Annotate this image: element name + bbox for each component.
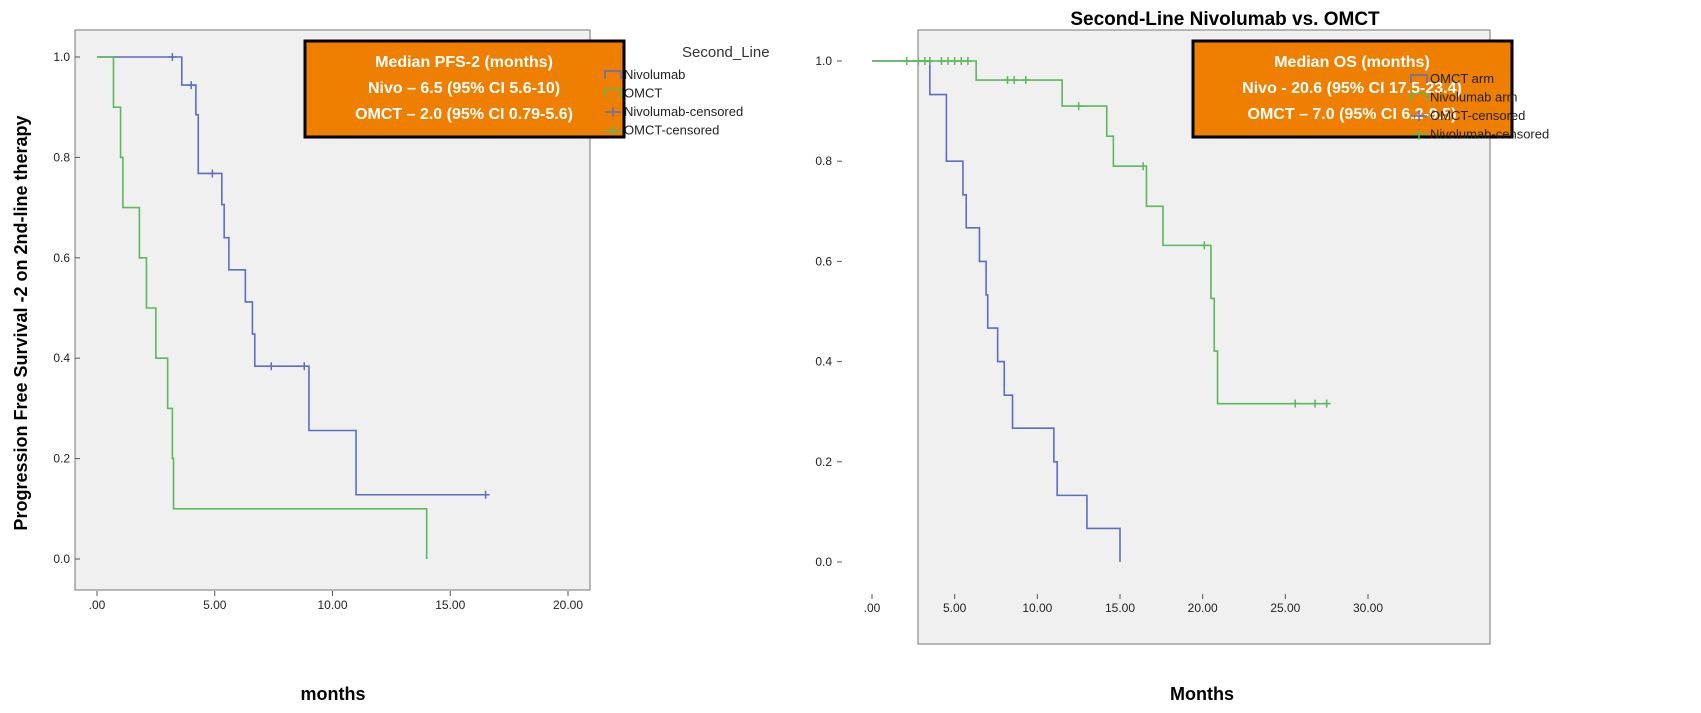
x-ticks: .00 5.00 10.00 15.00 20.00 25.00 30.00 bbox=[864, 594, 1383, 615]
censor-mark bbox=[267, 362, 276, 371]
y-tick-label: 0.2 bbox=[53, 452, 70, 466]
legend-symbol bbox=[604, 70, 622, 79]
censor-mark bbox=[187, 81, 196, 90]
x-tick-label: 15.00 bbox=[435, 598, 465, 612]
y-tick-label: 0.8 bbox=[815, 154, 832, 168]
x-tick-label: 5.00 bbox=[943, 601, 967, 615]
legend-symbol bbox=[1410, 74, 1428, 83]
legend-title: Second_Line bbox=[682, 44, 770, 61]
series-line-omct bbox=[97, 56, 428, 559]
y-tick-label: 0.6 bbox=[53, 251, 70, 265]
legend-symbol bbox=[1411, 111, 1427, 121]
x-tick-label: 10.00 bbox=[317, 598, 347, 612]
legend-symbol bbox=[605, 107, 621, 117]
x-tick-label: 15.00 bbox=[1105, 601, 1135, 615]
censor-mark bbox=[1200, 241, 1209, 250]
legend-label: OMCT bbox=[624, 86, 662, 101]
censor-mark bbox=[1311, 399, 1320, 408]
y-tick-label: 0.4 bbox=[815, 355, 832, 369]
legend-label: OMCT arm bbox=[1430, 71, 1494, 86]
censor-mark bbox=[1291, 399, 1300, 408]
annotation-box: Median PFS-2 (months) Nivo – 6.5 (95% CI… bbox=[303, 39, 626, 139]
y-tick-label: 1.0 bbox=[815, 54, 832, 68]
censor-mark bbox=[168, 53, 177, 61]
legend-label: OMCT-censored bbox=[624, 123, 719, 138]
y-tick-label: 0.2 bbox=[815, 455, 832, 469]
legend-symbol bbox=[605, 125, 621, 136]
curves bbox=[872, 57, 1331, 562]
x-tick-label: .00 bbox=[864, 601, 881, 615]
censor-mark bbox=[1322, 399, 1331, 408]
series-line-omct-arm bbox=[872, 60, 1121, 562]
y-tick-label: 0.0 bbox=[53, 552, 70, 566]
os-chart: Second-Line Nivolumab vs. OMCT Months 0.… bbox=[815, 9, 1549, 704]
curves bbox=[97, 53, 490, 559]
y-ticks: 0.0 0.2 0.4 0.6 0.8 1.0 bbox=[815, 54, 842, 569]
x-tick-label: .00 bbox=[89, 598, 106, 612]
censor-mark bbox=[1139, 162, 1148, 171]
annotation-box-bg bbox=[1191, 39, 1514, 139]
censor-mark bbox=[1010, 76, 1019, 85]
legend-label: Nivolumab-censored bbox=[1430, 127, 1549, 142]
x-tick-label: 25.00 bbox=[1270, 601, 1300, 615]
annotation-line-2: Nivo – 6.5 (95% CI 5.6-10) bbox=[368, 80, 560, 97]
legend-symbol bbox=[604, 88, 622, 98]
censor-mark bbox=[925, 57, 934, 65]
legend-label: Nivolumab arm bbox=[1430, 90, 1517, 105]
legend: OMCT arm Nivolumab arm OMCT-censored Nivolu… bbox=[1410, 71, 1549, 142]
x-tick-label: 30.00 bbox=[1353, 601, 1383, 615]
annotation-box: Median OS (months) Nivo - 20.6 (95% CI 1… bbox=[1191, 39, 1514, 139]
censor-mark bbox=[963, 57, 972, 65]
legend: Second_Line Nivolumab OMCT Nivolumab-censo… bbox=[604, 44, 770, 138]
annotation-line-2: Nivo - 20.6 (95% CI 17.5-23.4) bbox=[1242, 80, 1462, 97]
y-ticks: 0.0 0.2 0.4 0.6 0.8 1.0 bbox=[53, 50, 80, 566]
series-line-nivolumab bbox=[97, 56, 486, 496]
x-axis-label: months bbox=[301, 684, 366, 704]
censor-mark bbox=[902, 57, 911, 65]
legend-label: Nivolumab bbox=[624, 67, 685, 82]
censor-mark bbox=[1074, 102, 1083, 111]
x-tick-label: 20.00 bbox=[553, 598, 583, 612]
y-axis-label: Progression Free Survival -2 on 2nd-line… bbox=[11, 115, 31, 530]
x-tick-label: 20.00 bbox=[1188, 601, 1218, 615]
annotation-line-1: Median OS (months) bbox=[1274, 54, 1430, 71]
annotation-line-1: Median PFS-2 (months) bbox=[375, 54, 553, 71]
x-tick-label: 5.00 bbox=[203, 598, 227, 612]
censor-mark bbox=[1021, 76, 1030, 85]
x-axis-label: Months bbox=[1170, 684, 1234, 704]
x-tick-label: 10.00 bbox=[1022, 601, 1052, 615]
pfs-chart: Progression Free Survival -2 on 2nd-line… bbox=[11, 29, 770, 704]
legend-symbol bbox=[1411, 129, 1427, 140]
y-tick-label: 0.6 bbox=[815, 254, 832, 268]
y-tick-label: 0.0 bbox=[815, 555, 832, 569]
series-line-nivolumab-arm bbox=[872, 60, 1327, 405]
annotation-box-bg bbox=[303, 39, 626, 139]
chart-title: Second-Line Nivolumab vs. OMCT bbox=[1070, 9, 1380, 30]
censor-mark bbox=[208, 169, 217, 178]
y-tick-label: 1.0 bbox=[53, 50, 70, 64]
y-tick-label: 0.8 bbox=[53, 150, 70, 164]
annotation-line-3: OMCT – 2.0 (95% CI 0.79-5.6) bbox=[355, 106, 573, 123]
legend-symbol bbox=[1410, 92, 1428, 102]
legend-label: Nivolumab-censored bbox=[624, 104, 743, 119]
annotation-line-3: OMCT – 7.0 (95% CI 6.2-9.5) bbox=[1248, 106, 1457, 123]
legend-label: OMCT-censored bbox=[1430, 108, 1525, 123]
censor-mark bbox=[481, 490, 490, 499]
x-ticks: .00 5.00 10.00 15.00 20.00 bbox=[89, 591, 583, 612]
y-tick-label: 0.4 bbox=[53, 351, 70, 365]
censor-mark bbox=[300, 362, 309, 371]
